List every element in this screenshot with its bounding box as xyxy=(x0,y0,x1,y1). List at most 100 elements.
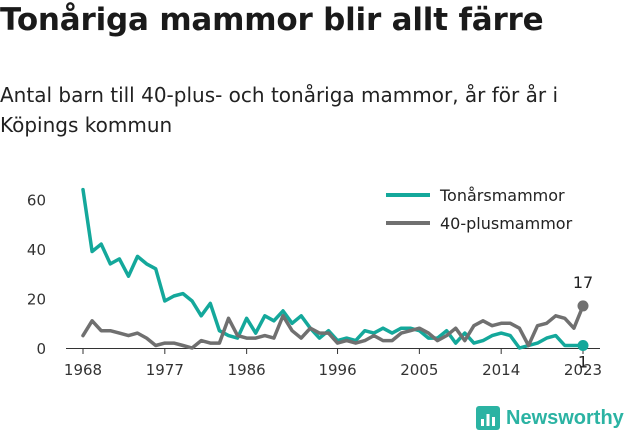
series-line-40-plusmammor xyxy=(81,304,585,350)
data-point-40-plusmammor xyxy=(190,346,194,350)
data-point-40-plusmammor xyxy=(209,341,212,345)
data-point-tonårsmammor xyxy=(118,257,121,261)
data-point-40-plusmammor xyxy=(509,322,512,325)
data-point-40-plusmammor xyxy=(245,336,248,340)
data-point-40-plusmammor xyxy=(100,329,103,332)
data-point-tonårsmammor xyxy=(154,267,157,270)
x-tick-label: 2005 xyxy=(400,361,438,379)
data-point-40-plusmammor xyxy=(563,317,566,320)
data-point-tonårsmammor xyxy=(463,331,466,335)
data-point-tonårsmammor xyxy=(109,262,112,266)
data-point-tonårsmammor xyxy=(127,275,130,278)
x-tick-label: 2014 xyxy=(482,361,520,379)
data-point-40-plusmammor xyxy=(300,336,303,340)
data-point-40-plusmammor xyxy=(181,344,185,347)
data-point-40-plusmammor xyxy=(481,319,485,322)
data-point-40-plusmammor xyxy=(490,324,494,327)
data-point-40-plusmammor xyxy=(572,327,576,330)
data-point-tonårsmammor xyxy=(400,327,403,330)
data-point-tonårsmammor xyxy=(245,317,248,320)
data-point-40-plusmammor xyxy=(554,314,557,317)
data-point-40-plusmammor xyxy=(336,341,339,345)
end-value-label-tonårsmammor: 1 xyxy=(578,353,588,372)
data-point-tonårsmammor xyxy=(454,341,457,345)
data-point-40-plusmammor xyxy=(472,324,476,327)
data-point-40-plusmammor xyxy=(545,322,548,325)
data-point-tonårsmammor xyxy=(500,331,503,335)
data-point-tonårsmammor xyxy=(509,334,512,337)
data-point-tonårsmammor xyxy=(345,336,348,340)
data-point-tonårsmammor xyxy=(200,314,203,317)
x-tick-label: 2023 xyxy=(564,361,602,379)
end-marker-40-plusmammor xyxy=(577,300,589,312)
data-point-tonårsmammor xyxy=(90,250,94,253)
data-point-40-plusmammor xyxy=(372,334,376,337)
data-point-tonårsmammor xyxy=(218,329,221,332)
data-point-tonårsmammor xyxy=(381,327,385,330)
data-point-40-plusmammor xyxy=(318,331,321,335)
data-point-tonårsmammor xyxy=(554,334,557,337)
legend-label: 40-plusmammor xyxy=(440,214,573,233)
data-point-40-plusmammor xyxy=(527,344,530,347)
data-point-40-plusmammor xyxy=(390,339,394,342)
data-point-40-plusmammor xyxy=(172,341,176,345)
data-point-40-plusmammor xyxy=(200,339,203,342)
data-point-40-plusmammor xyxy=(463,339,466,342)
data-point-tonårsmammor xyxy=(272,319,276,322)
y-tick-label: 60 xyxy=(27,192,46,210)
x-tick-label: 1968 xyxy=(64,361,102,379)
chart-subtitle: Antal barn till 40-plus- och tonåriga ma… xyxy=(0,83,559,137)
data-point-40-plusmammor xyxy=(445,334,448,337)
data-point-40-plusmammor xyxy=(345,339,348,342)
data-point-40-plusmammor xyxy=(90,319,94,322)
data-point-tonårsmammor xyxy=(363,329,366,332)
data-point-40-plusmammor xyxy=(518,327,521,330)
data-point-tonårsmammor xyxy=(145,262,148,266)
data-point-tonårsmammor xyxy=(427,336,430,340)
data-point-tonårsmammor xyxy=(490,334,494,337)
brand-logo[interactable]: Newsworthy xyxy=(476,406,624,430)
data-point-40-plusmammor xyxy=(163,341,166,345)
end-marker-tonårsmammor xyxy=(577,340,589,352)
data-point-tonårsmammor xyxy=(281,309,285,313)
x-tick-label: 1996 xyxy=(318,361,356,379)
legend-label: Tonårsmammor xyxy=(439,186,565,205)
data-point-40-plusmammor xyxy=(154,344,157,347)
data-point-tonårsmammor xyxy=(536,341,539,345)
data-point-40-plusmammor xyxy=(454,327,457,330)
data-point-tonårsmammor xyxy=(100,242,103,246)
data-point-tonårsmammor xyxy=(390,331,394,335)
data-point-tonårsmammor xyxy=(290,322,294,325)
data-point-tonårsmammor xyxy=(300,314,303,317)
data-point-40-plusmammor xyxy=(281,314,285,317)
data-point-40-plusmammor xyxy=(381,339,385,342)
data-point-tonårsmammor xyxy=(172,294,176,298)
data-point-40-plusmammor xyxy=(218,341,221,345)
data-point-40-plusmammor xyxy=(327,331,330,335)
data-point-40-plusmammor xyxy=(145,336,148,340)
data-point-40-plusmammor xyxy=(227,317,230,320)
data-point-40-plusmammor xyxy=(127,334,130,337)
data-point-tonårsmammor xyxy=(227,334,230,337)
data-point-40-plusmammor xyxy=(536,324,539,327)
data-point-tonårsmammor xyxy=(481,339,485,342)
data-point-40-plusmammor xyxy=(272,336,276,340)
end-value-label-40-plusmammor: 17 xyxy=(573,273,593,292)
data-point-tonårsmammor xyxy=(190,299,194,303)
data-point-tonårsmammor xyxy=(445,329,448,332)
data-point-40-plusmammor xyxy=(400,331,403,335)
data-point-40-plusmammor xyxy=(309,327,312,330)
data-point-tonårsmammor xyxy=(181,292,185,295)
data-point-tonårsmammor xyxy=(563,344,566,347)
data-point-tonårsmammor xyxy=(318,336,321,340)
data-point-40-plusmammor xyxy=(290,329,294,332)
data-point-40-plusmammor xyxy=(409,329,412,332)
y-tick-label: 0 xyxy=(36,340,46,358)
data-point-tonårsmammor xyxy=(263,314,266,317)
data-point-tonårsmammor xyxy=(163,299,166,303)
bar-chart-icon xyxy=(476,406,500,430)
data-point-tonårsmammor xyxy=(545,336,548,340)
data-point-40-plusmammor xyxy=(363,339,366,342)
data-point-tonårsmammor xyxy=(572,344,576,347)
